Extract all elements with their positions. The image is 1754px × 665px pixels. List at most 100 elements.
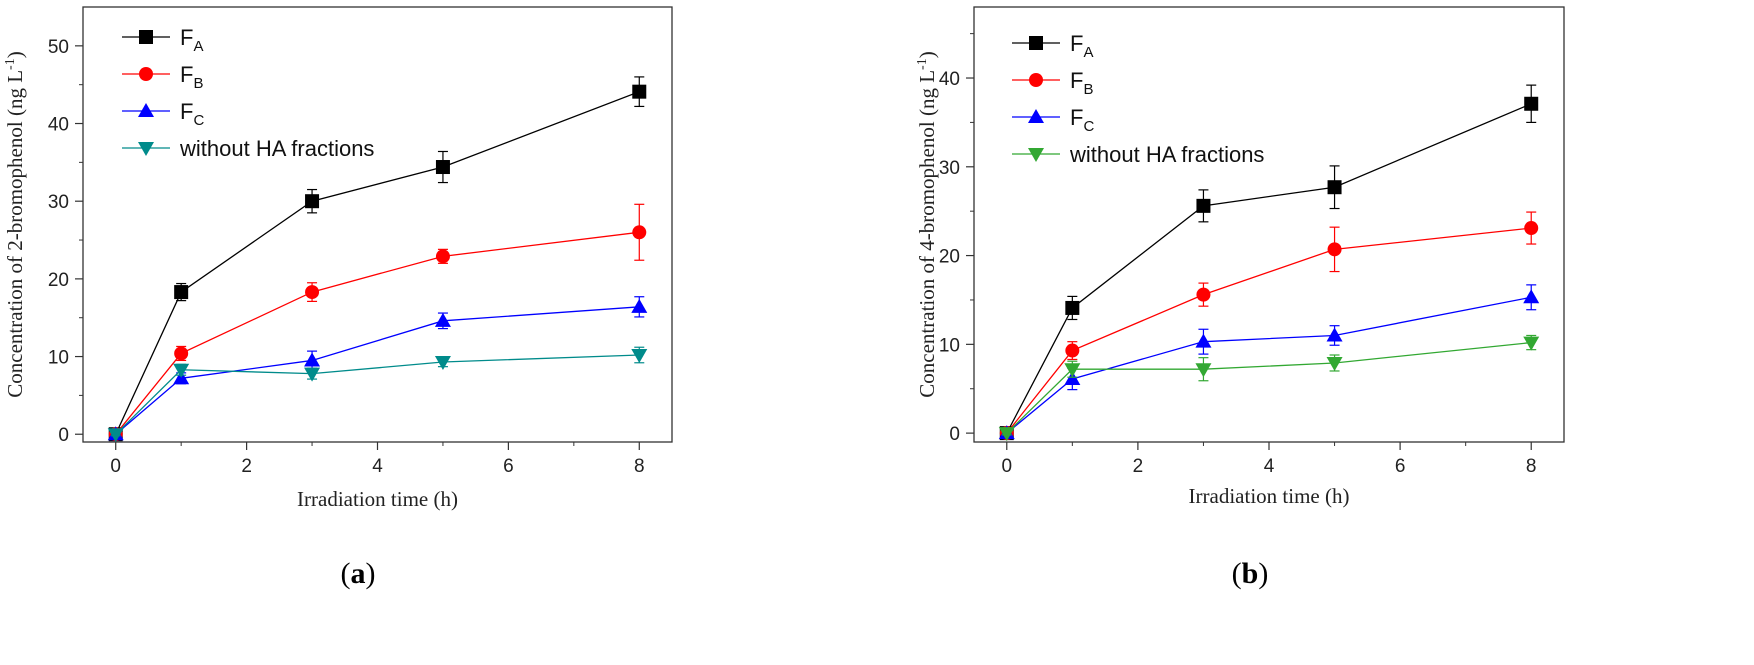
data-point [1064, 363, 1081, 378]
legend-label: FA [1070, 31, 1093, 61]
x-tick-label: 8 [634, 456, 645, 477]
data-point [1064, 370, 1081, 385]
series-3 [998, 334, 1540, 442]
series-2 [998, 284, 1540, 440]
legend-label-sub: A [1083, 44, 1093, 61]
series-2 [107, 296, 648, 441]
y-tick-label: 0 [58, 425, 69, 446]
legend-label-main: F [180, 99, 193, 124]
data-point [173, 363, 190, 378]
legend-label-sub: A [193, 38, 203, 55]
data-point [305, 194, 320, 209]
legend-label-main: F [180, 25, 193, 50]
legend-label-sub: B [193, 75, 203, 92]
y-tick-label: 20 [48, 270, 69, 291]
y-axis-label-close: ) [3, 51, 27, 58]
legend-label: without HA fractions [1069, 142, 1264, 167]
legend-marker [138, 103, 154, 117]
data-point [632, 225, 647, 240]
y-tick-label: 10 [939, 335, 960, 356]
x-tick-label: 2 [1133, 456, 1144, 477]
series-1 [108, 203, 647, 442]
data-point [435, 160, 450, 175]
y-tick-label: 30 [48, 192, 69, 213]
legend-marker [1029, 36, 1043, 50]
y-axis-label: Concentration of 4-bromophenol (ng L-1) [915, 51, 939, 397]
legend-marker [1029, 73, 1043, 87]
panel-b: 0 2 4 6 8 0 10 20 30 40 Irradiation time (h) Concen… [915, 6, 1565, 590]
legend-label: FC [1070, 105, 1094, 135]
caption-open: ( [341, 557, 351, 590]
y-tick-label: 40 [48, 115, 69, 136]
series-line [1006, 341, 1532, 434]
data-point [1065, 343, 1080, 358]
data-point [1195, 363, 1212, 378]
data-point [107, 428, 124, 443]
y-tick-label: 20 [939, 247, 960, 268]
data-point [1196, 287, 1211, 302]
plot-frame [973, 6, 1565, 443]
legend-label-main: without HA fractions [179, 136, 374, 161]
legend-marker [139, 30, 153, 44]
panel-caption: (b) [1232, 557, 1269, 590]
y-tick-label: 40 [939, 69, 960, 90]
y-tick-label: 30 [939, 158, 960, 179]
y-axis-label: Concentration of 2-bromophenol (ng L-1) [3, 51, 27, 397]
caption-close: ) [366, 557, 376, 590]
x-tick-label: 8 [1526, 456, 1537, 477]
legend-label: FB [180, 62, 203, 92]
x-tick-label: 0 [110, 456, 121, 477]
y-axis-label-main: Concentration of 2-bromophenol (ng L [3, 70, 27, 398]
legend-label: FA [180, 25, 203, 55]
data-point [631, 298, 648, 313]
caption-open: ( [1232, 557, 1242, 590]
y-axis-label-main: Concentration of 4-bromophenol (ng L [915, 70, 939, 398]
x-axis-label: Irradiation time (h) [1189, 484, 1350, 508]
data-point [304, 352, 321, 367]
legend-label-sub: B [1083, 81, 1093, 98]
series-line [1006, 296, 1532, 434]
data-point [434, 355, 451, 370]
data-point [998, 427, 1015, 442]
series-1 [999, 211, 1539, 441]
legend-marker [1028, 148, 1044, 162]
data-point [1327, 180, 1342, 195]
legend-label-main: F [180, 62, 193, 87]
legend-marker [1028, 109, 1044, 123]
legend-marker [139, 67, 153, 81]
panel-a: 0 2 4 6 8 0 10 20 30 40 50 Irradiation time (h) Conc… [3, 6, 673, 590]
data-point [1523, 336, 1540, 351]
legend-label-sub: C [193, 112, 204, 129]
data-point [305, 285, 320, 300]
data-point [174, 346, 189, 361]
data-point [1523, 289, 1540, 304]
data-point [1524, 96, 1539, 111]
y-tick-label: 50 [48, 37, 69, 58]
legend-label-main: F [1070, 31, 1083, 56]
x-tick-label: 2 [241, 456, 252, 477]
legend-label-main: without HA fractions [1069, 142, 1264, 167]
series-line [115, 231, 640, 435]
series-line [1006, 227, 1532, 434]
y-axis-label-sup: -1 [3, 58, 18, 70]
data-point [1326, 327, 1343, 342]
data-point [1196, 198, 1211, 213]
y-tick-label: 0 [949, 424, 960, 445]
y-axis-label-sup: -1 [915, 58, 930, 70]
y-tick-label: 10 [48, 348, 69, 369]
plot-frame [82, 6, 673, 443]
data-point [174, 285, 189, 300]
x-tick-label: 4 [1264, 456, 1275, 477]
caption-close: ) [1258, 557, 1268, 590]
data-point [304, 367, 321, 382]
legend-label: without HA fractions [179, 136, 374, 161]
data-point [632, 84, 647, 99]
data-point [435, 249, 450, 264]
data-point [1327, 242, 1342, 257]
legend-label: FB [1070, 68, 1093, 98]
series-3 [107, 346, 648, 443]
x-tick-label: 6 [503, 456, 514, 477]
legend-label-main: F [1070, 68, 1083, 93]
